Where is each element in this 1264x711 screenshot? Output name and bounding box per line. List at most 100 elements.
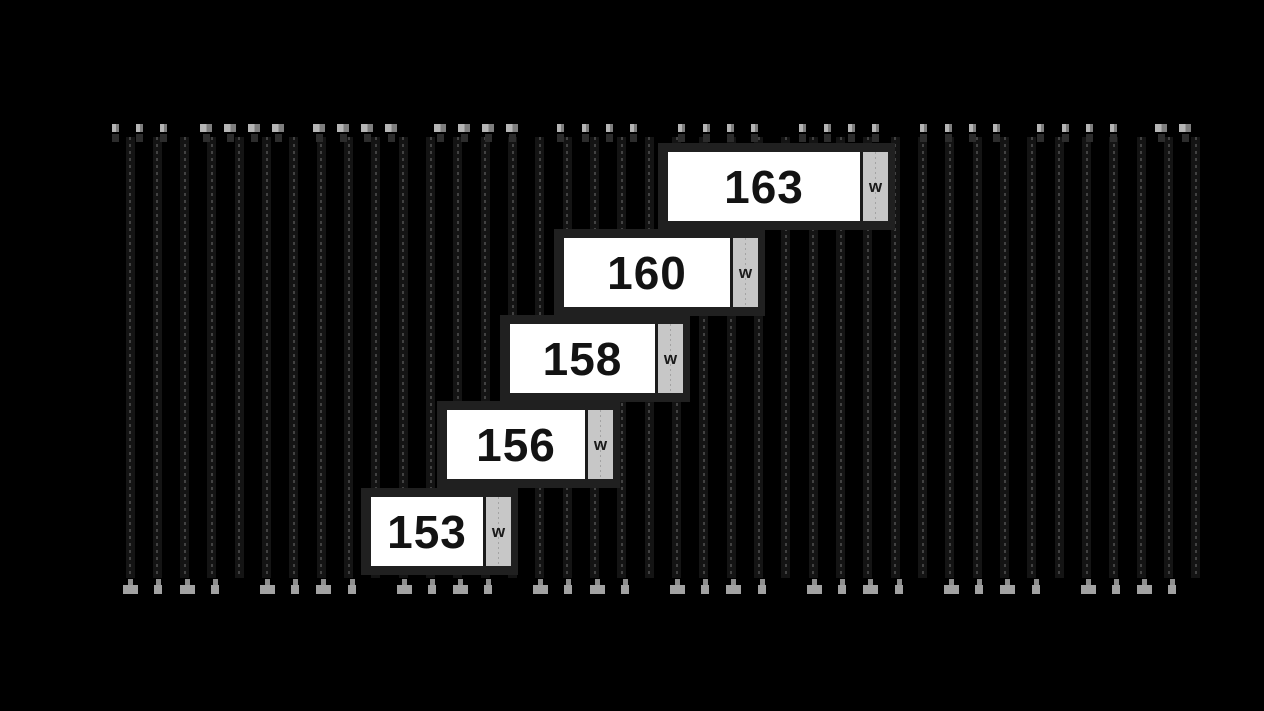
ruler-top-tick (702, 124, 710, 132)
grid-line (1164, 137, 1174, 578)
weight-card[interactable]: 153 w (361, 488, 518, 575)
weight-card[interactable]: 163 w (658, 143, 895, 230)
bottom-tick-stub (212, 579, 218, 585)
bottom-tick-stub (457, 579, 463, 585)
bottom-tick-base (1032, 585, 1040, 594)
bottom-tick-stub (292, 579, 298, 585)
ruler-top-stub (702, 134, 710, 142)
ruler-bottom-tick (484, 579, 492, 594)
bottom-tick-base (999, 585, 1015, 594)
ruler-bottom-tick (895, 579, 903, 594)
bottom-tick-base (428, 585, 436, 594)
ruler-top-tick (337, 124, 349, 132)
ruler-top-stub (1157, 134, 1165, 142)
ruler-top-tick (1179, 124, 1191, 132)
grid-line (316, 137, 326, 578)
ruler-top-stub (460, 134, 468, 142)
bottom-tick-base (122, 585, 138, 594)
ruler-top-stub (315, 134, 323, 142)
bottom-tick-stub (896, 579, 902, 585)
grid-line (1109, 137, 1119, 578)
ruler-top-stub (677, 134, 685, 142)
grid-line (890, 137, 900, 578)
ruler-top-tick (135, 124, 143, 132)
ruler-top-tick (968, 124, 976, 132)
bottom-tick-base (315, 585, 331, 594)
bottom-tick-base (259, 585, 275, 594)
weight-value: 153 (371, 497, 483, 566)
bottom-tick-base (1112, 585, 1120, 594)
ruler-top-tick (581, 124, 589, 132)
grid-line (863, 137, 873, 578)
ruler-top-stub (629, 134, 637, 142)
ruler-top-tick (847, 124, 855, 132)
grid-line (945, 137, 955, 578)
bottom-tick-base (589, 585, 605, 594)
weight-card[interactable]: 158 w (500, 315, 690, 402)
grid-line (289, 137, 299, 578)
ruler-top-tick (1061, 124, 1069, 132)
bottom-tick-base (943, 585, 959, 594)
grid-line (972, 137, 982, 578)
grid-line (1191, 137, 1201, 578)
ruler-bottom-tick (1168, 579, 1176, 594)
grid-line (1027, 137, 1037, 578)
ruler-bottom-tick (1080, 579, 1096, 594)
ruler-bottom-tick (348, 579, 356, 594)
ruler-top-tick (200, 124, 212, 132)
ruler-top-stub (1061, 134, 1069, 142)
grid-line (480, 137, 490, 578)
ruler-bottom-tick (532, 579, 548, 594)
ruler-top-stub (436, 134, 444, 142)
ruler-bottom-tick (315, 579, 331, 594)
bottom-tick-stub (1113, 579, 1119, 585)
bottom-tick-base (862, 585, 878, 594)
ruler-top-tick (919, 124, 927, 132)
unit-chip: w (585, 410, 613, 479)
ruler-bottom-tick (1136, 579, 1152, 594)
bottom-tick-base (1168, 585, 1176, 594)
bottom-tick-base (179, 585, 195, 594)
bottom-tick-base (452, 585, 468, 594)
ruler-top-stub (847, 134, 855, 142)
ruler-top-tick (361, 124, 373, 132)
ruler-bottom-tick (943, 579, 959, 594)
ruler-top-stub (581, 134, 589, 142)
ruler-bottom-tick (396, 579, 412, 594)
bottom-tick-stub (1004, 579, 1010, 585)
grid-line (371, 137, 381, 578)
ruler-bottom-tick (806, 579, 822, 594)
ruler-top-stub (871, 134, 879, 142)
ruler-bottom-tick (211, 579, 219, 594)
weight-card[interactable]: 156 w (437, 401, 620, 488)
ruler-top-tick (248, 124, 260, 132)
ruler-top-stub (1109, 134, 1117, 142)
grid-line (918, 137, 928, 578)
ruler-bottom-tick (725, 579, 741, 594)
grid-line (699, 137, 709, 578)
weight-card[interactable]: 160 w (554, 229, 765, 316)
bottom-tick-stub (320, 579, 326, 585)
grid-line (125, 137, 135, 578)
ruler-top-tick (111, 124, 119, 132)
ruler-bottom-tick (179, 579, 195, 594)
bottom-tick-base (725, 585, 741, 594)
ruler-top-tick (605, 124, 613, 132)
ruler-bottom-tick (259, 579, 275, 594)
grid-line (152, 137, 162, 578)
bottom-tick-base (621, 585, 629, 594)
ruler-top-stub (363, 134, 371, 142)
bottom-tick-base (211, 585, 219, 594)
ruler-top-tick (224, 124, 236, 132)
ruler-top-stub (726, 134, 734, 142)
bottom-tick-stub (948, 579, 954, 585)
bottom-tick-stub (976, 579, 982, 585)
ruler-bottom-tick (975, 579, 983, 594)
ruler-top-tick (944, 124, 952, 132)
ruler-top-tick (629, 124, 637, 132)
ruler-top-stub (274, 134, 282, 142)
bottom-tick-stub (127, 579, 133, 585)
bottom-tick-stub (867, 579, 873, 585)
ruler-top-tick (313, 124, 325, 132)
